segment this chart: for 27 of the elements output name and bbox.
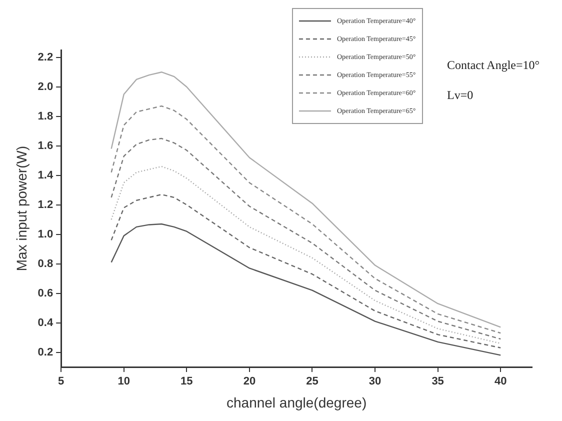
line-series	[110, 194, 502, 348]
y-tick-label: 0.8	[38, 258, 54, 270]
y-axis-title: Max input power(W)	[13, 146, 30, 272]
x-tick-label: 30	[368, 376, 382, 388]
x-tick-label: 10	[118, 376, 130, 388]
x-tick-label: 20	[243, 376, 256, 388]
x-tick-label: 25	[306, 376, 318, 388]
x-axis-title: channel angle(degree)	[226, 394, 367, 410]
y-tick-label: 1.8	[38, 110, 54, 122]
annotation: Lv=0	[447, 88, 474, 103]
y-tick-label: 1.2	[38, 198, 54, 211]
line-series	[110, 105, 502, 334]
y-tick-label: 0.2	[38, 346, 54, 358]
x-tick-label: 5	[58, 376, 64, 388]
line-series	[110, 166, 502, 344]
x-tick-label: 15	[180, 376, 193, 388]
annotation: Contact Angle=10°	[447, 58, 540, 73]
x-tick-label: 35	[432, 376, 444, 388]
y-tick-label: 1.6	[38, 140, 54, 152]
y-tick-label: 0.4	[38, 316, 54, 329]
y-tick-label: 1.0	[38, 228, 54, 240]
y-tick-label: 1.4	[38, 169, 54, 182]
y-tick-label: 0.6	[38, 287, 54, 300]
line-series	[110, 138, 502, 340]
x-tick-label: 40	[494, 376, 507, 388]
y-tick-label: 2.0	[38, 80, 54, 93]
y-tick-label: 2.2	[38, 51, 54, 64]
